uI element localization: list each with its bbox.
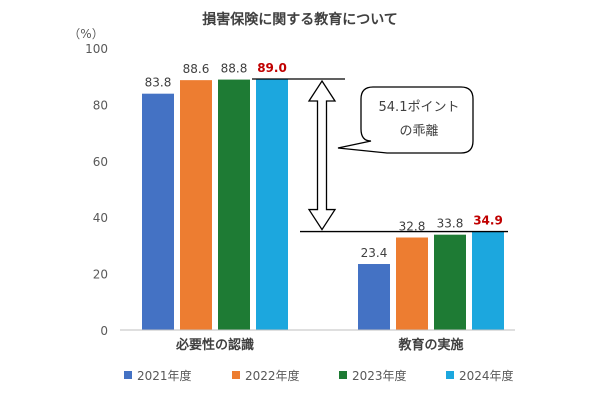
x-category-label: 必要性の認識	[175, 337, 254, 353]
bar-data-label: 34.9	[473, 214, 503, 228]
legend-swatch	[232, 371, 240, 379]
y-tick-label: 40	[93, 211, 108, 225]
y-tick-label: 80	[93, 98, 108, 112]
legend-swatch	[124, 371, 132, 379]
bar	[472, 231, 504, 330]
legend-label: 2023年度	[352, 368, 407, 383]
bar-data-label: 88.6	[183, 62, 210, 76]
legend-swatch	[446, 371, 454, 379]
y-tick-label: 60	[93, 155, 108, 169]
y-tick-label: 0	[100, 324, 108, 338]
y-tick-label: 100	[85, 42, 108, 56]
bar-data-label: 23.4	[361, 246, 388, 260]
double-arrow-icon	[307, 79, 337, 231]
bar	[180, 80, 212, 330]
x-category-label: 教育の実施	[397, 337, 463, 353]
y-axis: 0 20 40 60 80 100	[85, 42, 108, 338]
bar	[396, 237, 428, 330]
legend: 2021年度 2022年度 2023年度 2024年度	[124, 368, 514, 383]
callout-text: 54.1ポイント	[379, 100, 460, 115]
chart-title: 損害保険に関する教育について	[202, 11, 398, 28]
x-axis: 必要性の認識 教育の実施	[120, 329, 515, 353]
legend-label: 2022年度	[245, 368, 300, 383]
bar	[218, 79, 250, 330]
legend-label: 2021年度	[137, 368, 192, 383]
y-axis-unit-label: （%）	[68, 27, 103, 41]
callout-text: の乖離	[399, 124, 438, 139]
bar-data-label: 83.8	[145, 76, 172, 90]
bar-data-label: 32.8	[399, 220, 426, 234]
bar	[358, 264, 390, 330]
bar-data-label: 89.0	[257, 61, 287, 75]
legend-swatch	[339, 371, 347, 379]
bar	[142, 93, 174, 331]
bar-data-label: 88.8	[221, 62, 248, 76]
bar-series-group: 83.8 23.4 88.6 32.8 88.8 33.8 89.0 34.9	[142, 61, 504, 331]
y-tick-label: 20	[93, 268, 108, 282]
bar	[256, 79, 288, 331]
callout-bubble	[337, 86, 474, 154]
legend-label: 2024年度	[459, 368, 514, 383]
bar-data-label: 33.8	[437, 217, 464, 231]
bar	[434, 234, 466, 330]
